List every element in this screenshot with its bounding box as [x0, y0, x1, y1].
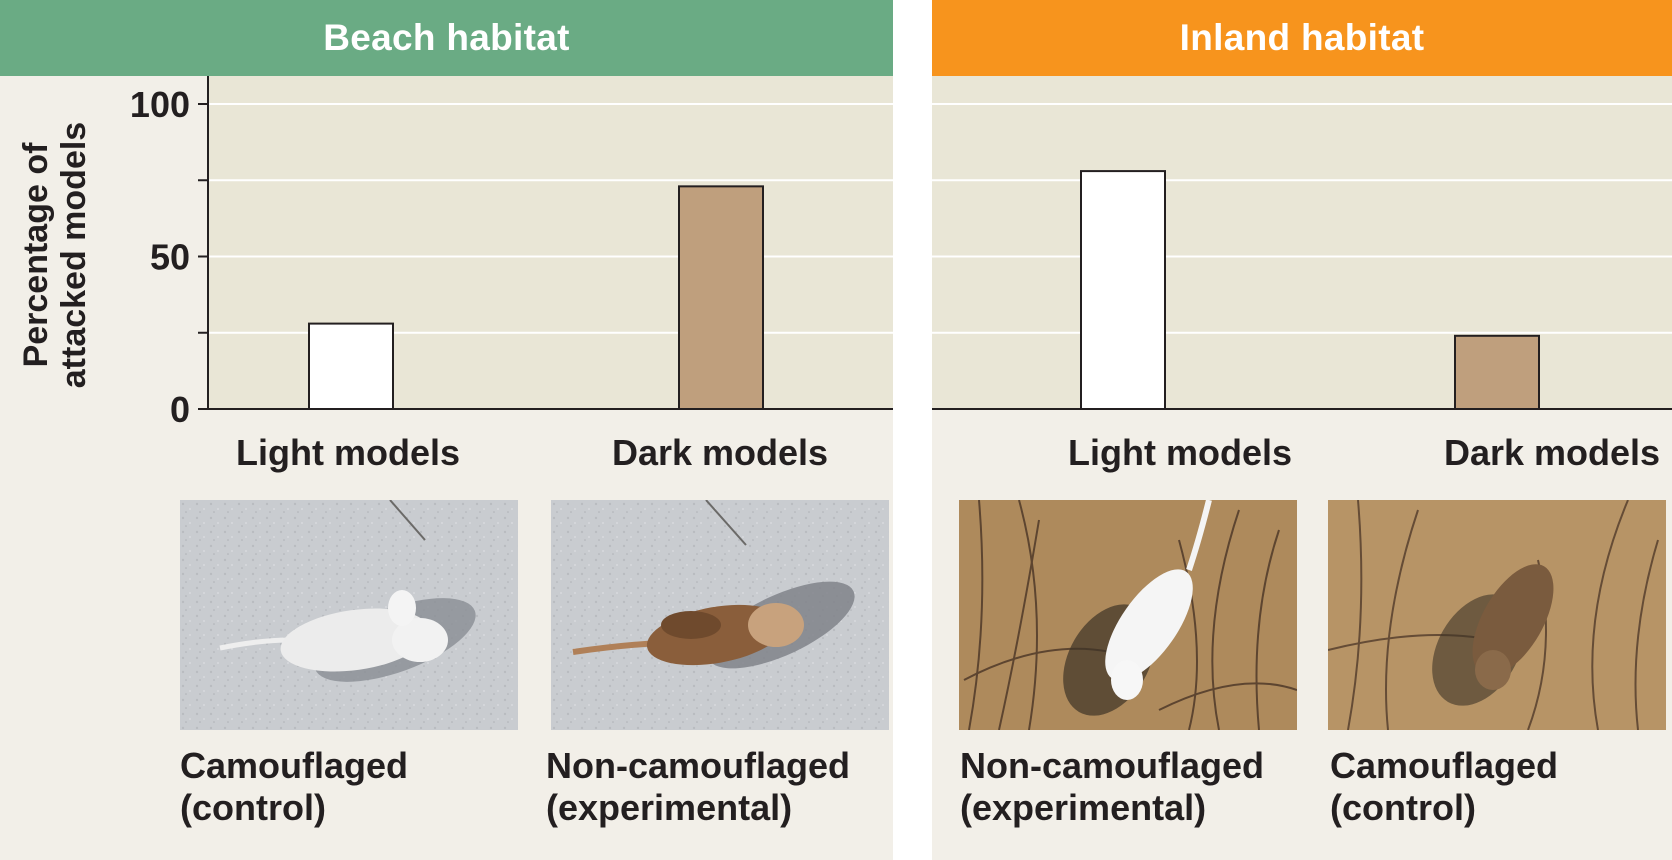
caption-line: (control) [1330, 787, 1476, 828]
bar-dark-models [1454, 334, 1540, 410]
beach-habitat-header: Beach habitat [0, 0, 893, 76]
sand-light-mouse-photo [180, 500, 518, 730]
beach-caption-light: Camouflaged (control) [180, 745, 540, 829]
bar-light-models [1080, 170, 1166, 410]
caption-line: Non-camouflaged [960, 745, 1265, 786]
inland-bar-chart [932, 103, 1672, 410]
beach-caption-dark: Non-camouflaged (experimental) [546, 745, 906, 829]
beach-habitat-panel: Beach habitat Percentage of attacked mod… [0, 0, 893, 860]
soil-light-mouse-photo [959, 500, 1297, 730]
y-tick-label: 100 [130, 84, 190, 125]
soil-dark-mouse-photo [1328, 500, 1666, 730]
caption-line: Camouflaged [1330, 745, 1559, 786]
caption-line: Non-camouflaged [546, 745, 851, 786]
inland-category-dark: Dark models [1443, 432, 1661, 473]
inland-habitat-panel: Inland habitat Light models Dark models [932, 0, 1672, 860]
beach-bar-chart: 0 50 100 [130, 76, 893, 430]
inland-caption-dark: Camouflaged (control) [1330, 745, 1672, 829]
bar-light-models [308, 322, 394, 411]
inland-caption-light: Non-camouflaged (experimental) [960, 745, 1320, 829]
sand-dark-mouse-photo [551, 500, 889, 730]
inland-plot-area [932, 76, 1672, 409]
beach-category-dark: Dark models [611, 432, 829, 473]
inland-habitat-header: Inland habitat [932, 0, 1672, 76]
caption-line: (experimental) [546, 787, 793, 828]
inland-category-light: Light models [1068, 432, 1292, 473]
beach-category-light: Light models [236, 432, 460, 473]
caption-line: (experimental) [960, 787, 1207, 828]
y-tick-label: 50 [150, 237, 190, 278]
caption-line: Camouflaged [180, 745, 409, 786]
y-tick-label: 0 [170, 389, 190, 430]
caption-line: (control) [180, 787, 326, 828]
bar-dark-models [678, 185, 764, 410]
